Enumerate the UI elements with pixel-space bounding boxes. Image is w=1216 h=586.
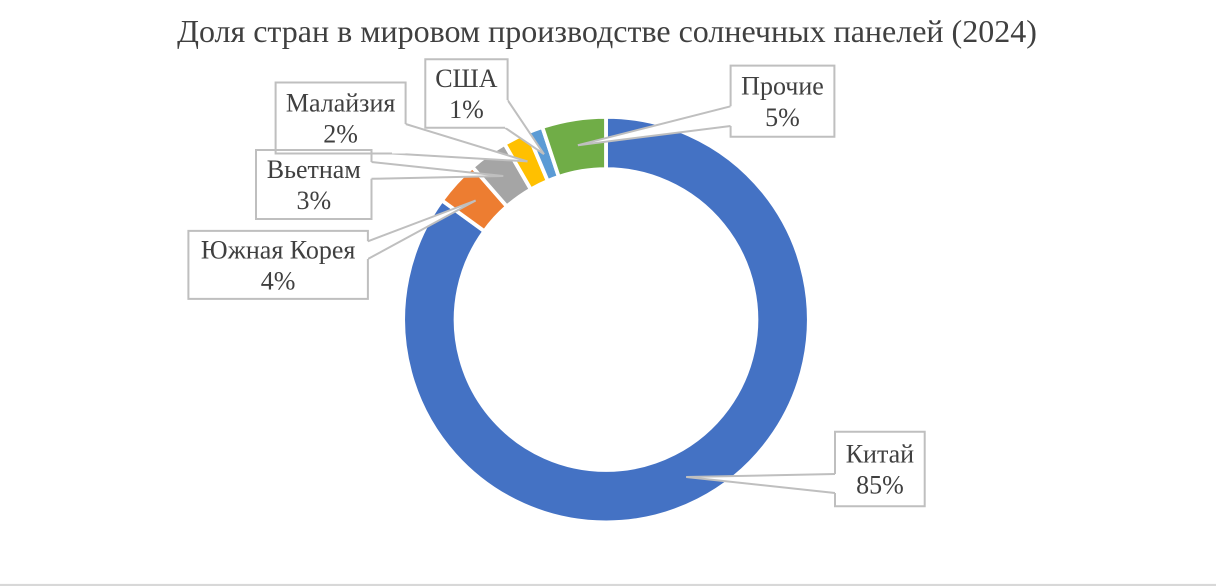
svg-text:Доля стран в мировом производс: Доля стран в мировом производстве солнеч…: [177, 13, 1037, 49]
svg-text:Китай: Китай: [846, 439, 914, 468]
svg-text:5%: 5%: [765, 103, 800, 132]
svg-text:Прочие: Прочие: [741, 72, 824, 101]
svg-text:3%: 3%: [296, 186, 331, 215]
svg-text:4%: 4%: [261, 267, 296, 296]
svg-text:Малайзия: Малайзия: [286, 89, 396, 118]
svg-text:США: США: [435, 64, 498, 93]
svg-text:Вьетнам: Вьетнам: [267, 155, 361, 184]
svg-text:Южная Корея: Южная Корея: [201, 235, 356, 264]
svg-text:85%: 85%: [856, 471, 904, 500]
svg-text:1%: 1%: [449, 95, 484, 124]
svg-text:2%: 2%: [323, 120, 358, 149]
